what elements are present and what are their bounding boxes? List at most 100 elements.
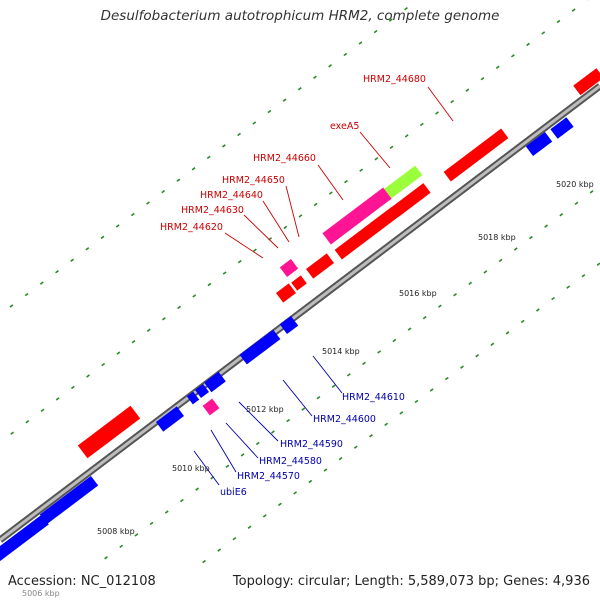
gene-hrm2-44600-feature[interactable] [239,329,281,365]
gene-hrm2-44630-feature[interactable] [276,283,296,303]
gene-label-hrm2-44640[interactable]: HRM2_44640 [200,190,263,201]
gene-unlabeled-feature[interactable] [39,475,99,525]
tick-mark [298,214,303,218]
tick-mark [358,41,363,45]
tick-mark [301,407,306,411]
tick-mark [429,388,434,392]
tick-mark [384,422,389,427]
tick-mark [435,111,439,115]
gene-unlabeled-feature[interactable] [156,406,184,432]
tick-mark [161,317,166,321]
tick-mark [70,385,75,390]
tick-mark [399,411,404,415]
tick-mark [134,533,139,537]
gene-label-hrm2-44590[interactable]: HRM2_44590 [280,439,343,450]
tick-mark [25,420,30,424]
gene-unlabeled-feature[interactable] [525,131,553,157]
tick-mark [313,202,318,207]
gene-hrm2-44610-feature[interactable] [279,315,299,335]
tick-mark [437,304,442,308]
genome-backbone [0,83,600,543]
tick-mark [541,31,546,35]
tick-mark [297,86,302,91]
gene-unlabeled-feature[interactable] [391,183,431,217]
scale-label-5018: 5018 kbp [478,233,516,242]
gene-hrm2-44650-feature[interactable] [306,253,334,279]
gene-label-hrm2-44680[interactable]: HRM2_44680 [363,74,426,85]
gene-hrm2-44680-feature[interactable] [573,68,600,96]
tick-mark [571,8,576,12]
tick-mark [240,453,245,457]
gene-exea5-feature[interactable] [381,165,423,201]
tick-mark [495,65,500,69]
gene-hrm2-44640-feature[interactable] [291,275,307,291]
tick-mark [498,258,503,263]
gene-label-hrm2-44660[interactable]: HRM2_44660 [253,153,316,164]
tick-mark [526,42,530,47]
map-title: Desulfobacterium autotrophicum HRM2, com… [100,8,500,24]
tick-mark [100,235,105,240]
tick-mark [207,282,212,287]
gene-unlabeled-feature[interactable] [550,117,574,139]
tick-mark [344,179,348,184]
tick-mark [232,536,237,541]
gene-unlabeled-feature[interactable] [443,128,509,182]
tick-mark [195,487,200,491]
gene-label-exea5[interactable]: exeA5 [330,121,359,132]
gene-ubie6-feature[interactable] [186,391,200,405]
tick-mark [130,212,135,217]
tick-mark [55,397,60,401]
tick-mark [146,328,151,332]
tick-mark [39,281,44,285]
tick-mark [369,434,373,438]
tick-mark [217,548,222,552]
tick-mark [480,76,485,81]
tick-mark [176,178,181,182]
gene-label-hrm2-44620[interactable]: HRM2_44620 [160,222,223,233]
tick-mark [465,88,470,92]
gene-label-hrm2-44580[interactable]: HRM2_44580 [259,456,322,467]
tick-mark [55,269,59,274]
tick-mark [161,189,166,194]
tick-mark [149,521,154,526]
tick-mark [313,75,317,80]
gene-hrm2-44620-feature[interactable] [279,258,299,278]
scale-label-5010: 5010 kbp [172,464,210,473]
gene-unlabeled-feature[interactable] [77,405,141,459]
tick-mark [353,445,358,449]
gene-label-hrm2-44600[interactable]: HRM2_44600 [313,414,376,425]
scale-label-5020: 5020 kbp [556,180,594,189]
gene-hrm2-44590-feature[interactable] [204,371,226,393]
gene-hrm2-44570-feature[interactable] [202,398,220,416]
tick-mark [323,468,328,472]
gene-label-hrm2-44570[interactable]: HRM2_44570 [237,471,300,482]
tick-mark [328,191,333,195]
tick-mark [328,64,333,68]
gene-label-hrm2-44630[interactable]: HRM2_44630 [181,205,244,216]
gene-hrm2-44580-feature[interactable] [194,383,210,399]
tick-mark [414,399,419,404]
tick-mark [221,144,226,148]
tick-mark [559,213,564,217]
tick-mark [116,351,121,355]
tick-mark [490,342,495,347]
gene-unlabeled-feature[interactable] [0,514,49,566]
gene-label-hrm2-44610[interactable]: HRM2_44610 [342,392,405,403]
gene-label-ubie6[interactable]: ubiE6 [220,487,247,498]
tick-mark [444,376,449,381]
tick-mark [377,350,382,354]
tick-mark [505,331,510,335]
tick-mark [422,315,427,320]
tick-mark [450,99,455,104]
tick-mark [419,122,424,127]
tick-mark [282,98,287,102]
tick-mark [589,190,594,194]
tick-mark [407,327,412,331]
scale-label-5012: 5012 kbp [246,405,284,414]
gene-unlabeled-feature[interactable] [334,206,400,260]
gene-label-hrm2-44650[interactable]: HRM2_44650 [222,175,285,186]
gene-hrm2-44660-feature[interactable] [322,187,392,245]
label-leaders [193,86,454,486]
tick-mark [535,308,540,312]
tick-mark [551,296,555,301]
